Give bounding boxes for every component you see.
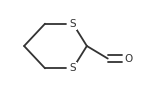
Text: S: S <box>70 63 76 73</box>
Text: S: S <box>70 19 76 29</box>
Text: O: O <box>124 54 133 64</box>
